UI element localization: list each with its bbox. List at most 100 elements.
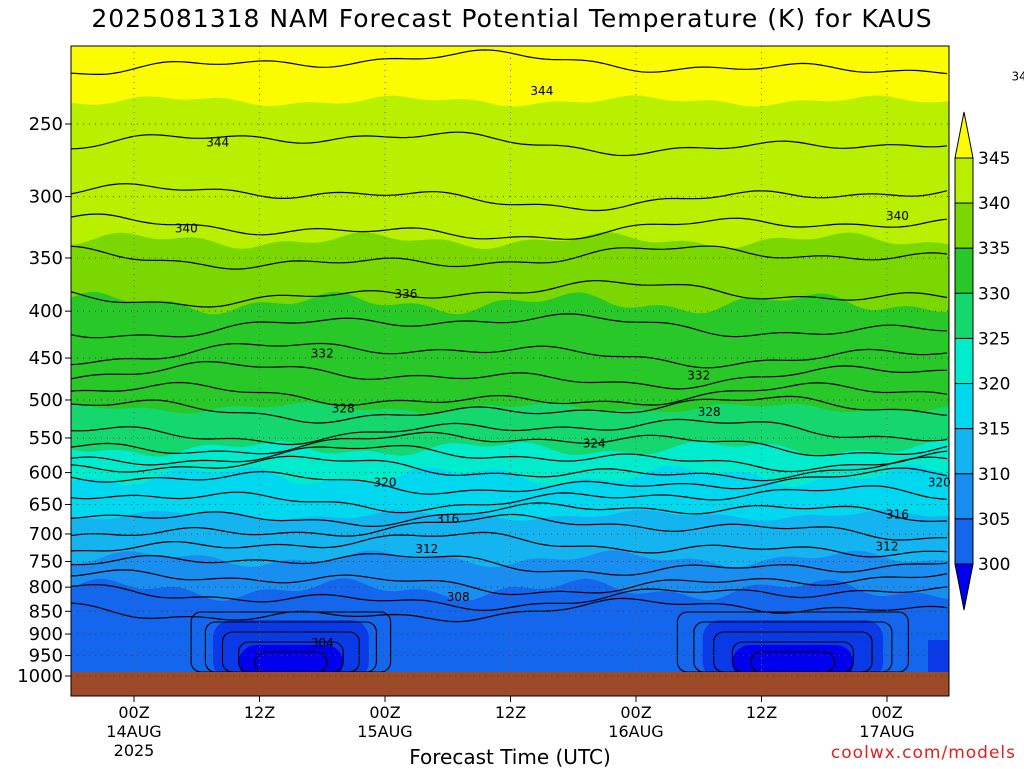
x-axis-title: Forecast Time (UTC) (409, 745, 611, 769)
contour-line (71, 431, 948, 457)
y-tick-label: 1000 (17, 666, 63, 687)
contour-label: 320 (374, 475, 397, 489)
y-tick-label: 900 (29, 624, 63, 645)
contour-label: 344 (1012, 70, 1024, 84)
x-tick-label: 00Z (620, 703, 651, 722)
contour-label: 344 (530, 84, 553, 98)
pressure-axis: 2503003504004505005506006507007508008509… (17, 114, 71, 687)
contour-line (71, 49, 948, 75)
y-tick-label: 550 (29, 428, 63, 449)
contour-line (71, 584, 948, 612)
y-tick-label: 950 (29, 646, 63, 667)
colorbar-segment (954, 157, 974, 204)
contour-label: 332 (687, 368, 710, 382)
contour-label: 316 (436, 512, 459, 526)
cold-cell-edge (928, 640, 949, 680)
contour-line (71, 531, 948, 558)
y-tick-label: 800 (29, 577, 63, 598)
colorbar-segment (954, 202, 974, 249)
y-tick-label: 750 (29, 551, 63, 572)
contour-line (71, 553, 948, 576)
x-tick-year: 2025 (114, 741, 155, 760)
cold-cell-1-layer-3 (238, 645, 344, 680)
colorbar-label: 320 (978, 375, 1010, 395)
contour-label: 316 (886, 508, 909, 522)
colorbar-label: 300 (978, 555, 1010, 575)
contour-label: 336 (394, 287, 417, 301)
contour-line (71, 245, 948, 270)
x-tick-label: 00Z (871, 703, 902, 722)
contour-label: 312 (415, 542, 438, 556)
colorbar-segment (954, 518, 974, 565)
colorbar-segment (954, 292, 974, 339)
contour-line (71, 455, 948, 482)
contour-line (71, 213, 948, 240)
colorbar: 345 340 335 330 325 320 315 310 305 300 (954, 111, 1010, 611)
contour-line (71, 502, 948, 528)
contour-line (71, 131, 948, 157)
colorbar-label: 335 (978, 239, 1010, 259)
colorbar-label: 305 (978, 510, 1010, 530)
y-tick-label: 600 (29, 463, 63, 484)
x-tick-label: 00Z (118, 703, 149, 722)
colorbar-label: 310 (978, 465, 1010, 485)
y-tick-label: 850 (29, 601, 63, 622)
colorbar-segment (954, 428, 974, 475)
contour-line (71, 0, 947, 4)
contour-line (71, 467, 948, 495)
y-tick-label: 300 (29, 187, 63, 208)
colorbar-top-arrow (954, 111, 974, 159)
contour-label: 328 (332, 402, 355, 416)
contour-line (71, 313, 948, 339)
x-tick-label: 12Z (244, 703, 275, 722)
isentrope-contours (71, 0, 948, 673)
contour-label: 324 (583, 437, 606, 451)
contour-line (71, 342, 948, 369)
contour-labels: 3443443443443403403403363363323323323283… (175, 70, 1024, 650)
colorbar-segment (954, 247, 974, 294)
contour-label: 308 (447, 590, 470, 604)
x-tick-label: 12Z (746, 703, 777, 722)
colorbar-bottom-arrow (954, 563, 974, 611)
y-tick-label: 700 (29, 524, 63, 545)
x-tick-date: 14AUG (106, 722, 161, 741)
contour-label: 320 (928, 475, 951, 489)
x-tick-date: 15AUG (357, 722, 412, 741)
contour-line (71, 381, 948, 407)
x-tick-date: 16AUG (608, 722, 663, 741)
contour-line (71, 280, 948, 308)
y-tick-label: 400 (29, 301, 63, 322)
y-tick-label: 500 (29, 390, 63, 411)
contour-line (71, 513, 947, 541)
chart-title: 2025081318 NAM Forecast Potential Temper… (91, 4, 933, 33)
contour-label: 328 (698, 405, 721, 419)
colorbar-label: 340 (978, 194, 1010, 214)
y-tick-label: 350 (29, 248, 63, 269)
y-tick-label: 450 (29, 348, 63, 369)
contour-line (71, 360, 947, 390)
contour-label: 344 (206, 136, 229, 150)
colorbar-label: 325 (978, 329, 1010, 349)
colorbar-segment (954, 383, 974, 430)
y-tick-label: 250 (29, 114, 63, 135)
y-tick-label: 650 (29, 494, 63, 515)
contour-line (71, 569, 948, 596)
x-tick-label: 00Z (369, 703, 400, 722)
colorbar-segment (954, 473, 974, 520)
x-tick-date: 17AUG (859, 722, 914, 741)
source-credit[interactable]: coolwx.com/models (830, 743, 1016, 763)
contour-label: 304 (311, 636, 334, 650)
gridlines (71, 46, 949, 696)
contour-label: 340 (886, 209, 909, 223)
contour-label: 312 (876, 539, 899, 553)
cold-cell-2-layer-3 (732, 645, 854, 680)
contour-line (71, 485, 948, 514)
contour-line (71, 444, 948, 473)
colorbar-label: 345 (978, 149, 1010, 169)
x-tick-label: 12Z (495, 703, 526, 722)
contour-line (71, 418, 948, 446)
contour-label: 340 (175, 221, 198, 235)
contour-label: 332 (311, 347, 334, 361)
